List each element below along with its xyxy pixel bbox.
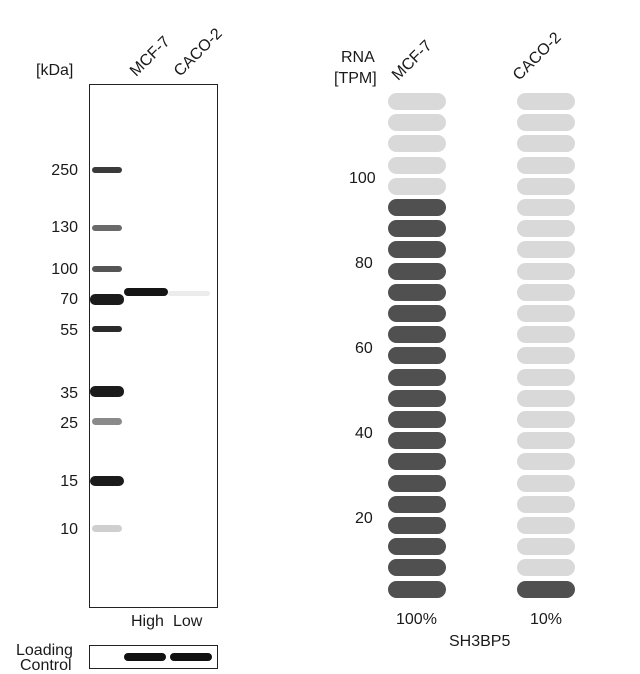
rna-pill <box>517 347 575 365</box>
rna-pill <box>388 495 446 513</box>
rna-pill <box>517 326 575 344</box>
rna-pill <box>388 432 446 450</box>
marker-label-15: 15 <box>60 473 78 490</box>
marker-label-55: 55 <box>60 322 78 339</box>
marker-label-100: 100 <box>51 261 78 278</box>
rna-pill <box>388 220 446 238</box>
rna-pill <box>388 241 446 259</box>
marker-label-10: 10 <box>60 521 78 538</box>
ladder-band-15 <box>90 476 124 486</box>
western-blot-image <box>89 84 218 608</box>
rna-pill <box>517 411 575 428</box>
ladder-band-25 <box>92 418 122 425</box>
loading-control-blot <box>89 645 218 669</box>
rna-pill <box>388 326 446 344</box>
rna-pill <box>388 411 446 428</box>
rna-tick-20: 20 <box>355 510 373 527</box>
rna-tick-60: 60 <box>355 340 373 357</box>
ladder-band-55 <box>92 326 122 332</box>
rna-percent-mcf7: 100% <box>396 611 437 628</box>
ladder-band-100 <box>92 266 122 272</box>
kda-label: [kDa] <box>36 62 74 79</box>
expression-label-high: High <box>131 613 164 630</box>
lane-label-mcf7: MCF-7 <box>126 33 174 80</box>
rna-pill <box>517 241 575 259</box>
rna-pill <box>388 517 446 534</box>
rna-pill <box>517 199 575 216</box>
rna-pill <box>517 135 575 153</box>
rna-bar-mcf7 <box>388 93 446 604</box>
rna-tick-100: 100 <box>349 170 376 187</box>
loading-band-caco2 <box>170 653 212 661</box>
marker-label-250: 250 <box>51 162 78 179</box>
rna-pill <box>517 262 575 280</box>
loading-control-label-line2: Control <box>20 657 72 674</box>
rna-pill <box>517 432 575 450</box>
rna-pill <box>517 368 575 386</box>
rna-pill <box>388 580 446 598</box>
rna-bar-caco2 <box>517 93 575 604</box>
rna-pill <box>517 283 575 301</box>
rna-pill <box>517 305 575 322</box>
gene-name: SH3BP5 <box>449 633 511 650</box>
rna-pill <box>517 559 575 577</box>
rna-pill <box>388 262 446 280</box>
rna-sample-label-caco2: CACO-2 <box>509 29 565 85</box>
loading-band-mcf7 <box>124 653 166 661</box>
rna-pill <box>388 114 446 132</box>
rna-pill <box>517 517 575 534</box>
rna-pill <box>388 474 446 492</box>
rna-axis-title-line1: RNA <box>341 49 375 66</box>
rna-axis-title-line2: [TPM] <box>334 70 377 87</box>
rna-pill <box>388 559 446 577</box>
rna-tick-80: 80 <box>355 255 373 272</box>
rna-pill <box>517 156 575 174</box>
rna-pill <box>517 495 575 513</box>
ladder-band-10 <box>92 525 122 532</box>
rna-pill <box>388 135 446 153</box>
rna-pill <box>388 347 446 365</box>
rna-pill <box>388 368 446 386</box>
rna-sample-label-mcf7: MCF-7 <box>388 37 436 84</box>
rna-pill <box>388 305 446 322</box>
loading-control-label-line1: Loading <box>16 642 73 659</box>
rna-pill <box>517 538 575 556</box>
rna-pill <box>517 177 575 195</box>
marker-label-25: 25 <box>60 415 78 432</box>
marker-label-130: 130 <box>51 219 78 236</box>
rna-pill <box>388 93 446 110</box>
ladder-band-35 <box>90 386 124 397</box>
rna-percent-caco2: 10% <box>530 611 563 628</box>
rna-pill <box>388 538 446 556</box>
rna-tick-40: 40 <box>355 425 373 442</box>
ladder-band-250 <box>92 167 122 173</box>
ladder-band-130 <box>92 225 122 231</box>
rna-pill <box>517 389 575 407</box>
lane-label-caco2: CACO-2 <box>170 25 226 81</box>
rna-pill <box>388 177 446 195</box>
sample-band-caco2 <box>168 291 210 296</box>
rna-pill <box>517 580 575 598</box>
ladder-band-70 <box>90 294 124 305</box>
rna-pill <box>517 474 575 492</box>
marker-label-70: 70 <box>60 291 78 308</box>
rna-pill <box>517 93 575 110</box>
rna-pill <box>388 283 446 301</box>
marker-label-35: 35 <box>60 385 78 402</box>
rna-pill <box>388 389 446 407</box>
rna-pill <box>388 156 446 174</box>
rna-pill <box>517 453 575 471</box>
sample-band-mcf7 <box>124 288 168 296</box>
expression-label-low: Low <box>173 613 203 630</box>
rna-pill <box>517 114 575 132</box>
rna-pill <box>388 199 446 216</box>
rna-pill <box>388 453 446 471</box>
rna-pill <box>517 220 575 238</box>
